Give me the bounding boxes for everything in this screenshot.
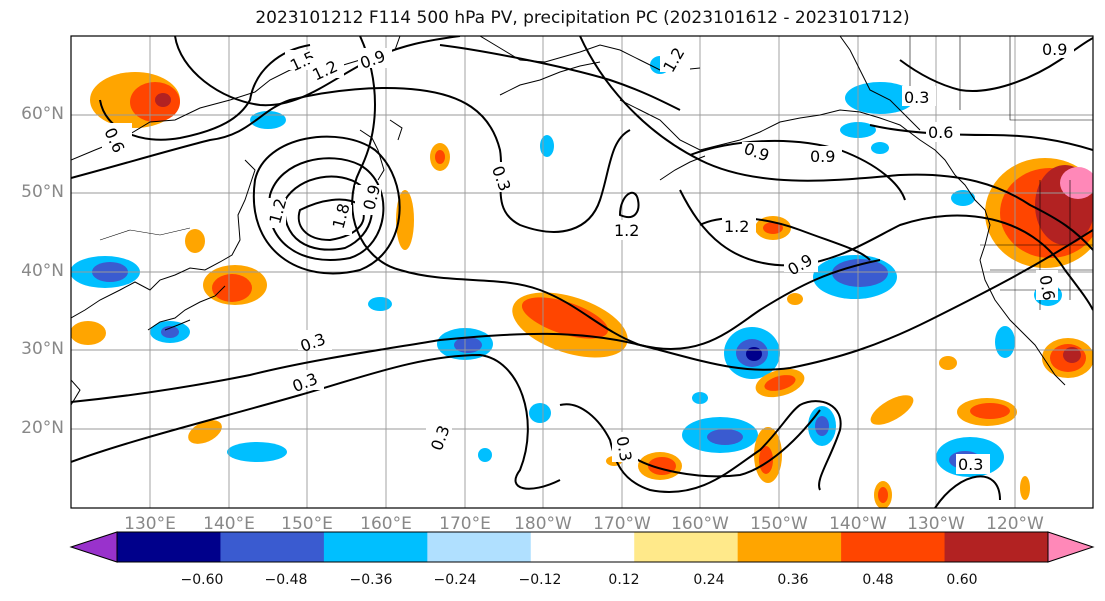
lon-label: 150°E [281, 514, 333, 534]
colorbar-tick: 0.24 [693, 572, 725, 588]
precip-shading [71, 56, 1093, 508]
lat-label: 60°N [21, 104, 64, 124]
plot-frame [70, 35, 1094, 509]
lat-label: 50°N [21, 182, 64, 202]
lon-label: 130°W [907, 514, 965, 534]
lon-label: 180°W [514, 514, 572, 534]
pv-precip-map: 1.5 1.2 0.9 0.6 1.2 1.8 0.9 0.3 1.2 1.2 … [70, 35, 1094, 509]
colorbar-segment [69, 531, 118, 563]
contour-label: 1.2 [724, 217, 749, 236]
lon-label: 160°W [671, 514, 729, 534]
contour-label: 0.6 [1036, 274, 1059, 302]
colorbar-segment [634, 532, 739, 562]
colorbar-segment [1047, 531, 1095, 563]
colorbar-segment [737, 532, 842, 562]
contour-label: 1.2 [614, 221, 639, 240]
lon-label: 170°E [439, 514, 491, 534]
colorbar-segment [220, 532, 325, 562]
colorbar-segment [117, 532, 221, 562]
lat-label: 20°N [21, 418, 64, 438]
contour-label: 0.3 [612, 435, 635, 463]
colorbar-tick: −0.24 [433, 572, 477, 588]
colorbar-tick: 0.48 [862, 572, 894, 588]
colorbar-frame [116, 531, 1049, 563]
contour-label: 0.9 [1042, 40, 1067, 59]
lon-label: 130°E [124, 514, 176, 534]
colorbar-tick: 0.36 [777, 572, 809, 588]
colorbar-segment [530, 532, 635, 562]
lon-label: 170°W [593, 514, 651, 534]
colorbar-tick: −0.48 [264, 572, 308, 588]
contour-label: 0.3 [904, 88, 929, 107]
colorbar-tick: −0.12 [518, 572, 562, 588]
gridlines [71, 36, 1093, 508]
lon-label: 150°W [750, 514, 808, 534]
colorbar-tick: −0.60 [180, 572, 224, 588]
colorbar-segments [69, 531, 1095, 563]
colorbar-tick: −0.36 [349, 572, 393, 588]
colorbar-segment [841, 532, 946, 562]
contour-labels: 1.5 1.2 0.9 0.6 1.2 1.8 0.9 0.3 1.2 1.2 … [100, 38, 1074, 474]
map-title: 2023101212 F114 500 hPa PV, precipitatio… [255, 8, 910, 28]
lat-label: 40°N [21, 261, 64, 281]
colorbar-tick: 0.12 [608, 572, 640, 588]
colorbar-segment [427, 532, 532, 562]
contour-label: 0.3 [958, 455, 983, 474]
colorbar-segment [323, 532, 428, 562]
lon-label: 120°W [986, 514, 1044, 534]
colorbar-tick: 0.60 [946, 572, 978, 588]
contour-label: 0.6 [928, 123, 953, 142]
lat-label: 30°N [21, 339, 64, 359]
lon-label: 160°E [360, 514, 412, 534]
lon-label: 140°E [203, 514, 255, 534]
lon-label: 140°W [829, 514, 887, 534]
colorbar [69, 531, 1095, 563]
contour-label: 0.9 [810, 147, 835, 166]
colorbar-segment [944, 532, 1049, 562]
